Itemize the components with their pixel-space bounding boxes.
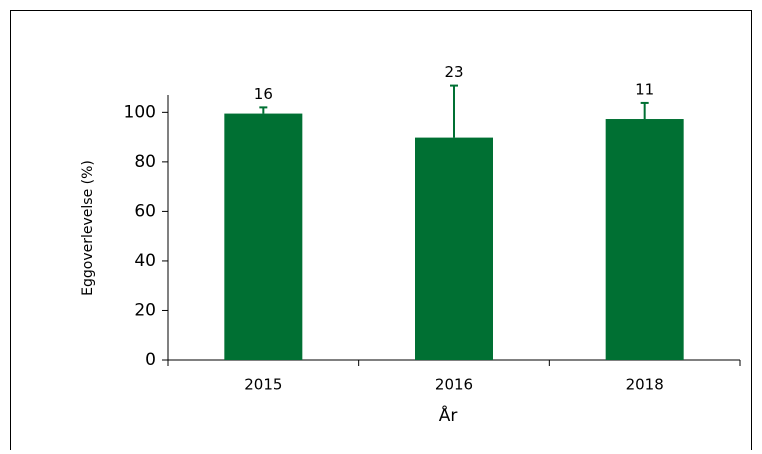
x-tick-label: 2016 [435,376,473,394]
y-tick-label: 100 [124,102,156,122]
bar [224,113,303,360]
x-tick-label: 2015 [244,376,282,394]
y-tick-label: 40 [134,251,156,271]
chart-frame [10,10,752,454]
bar [605,119,684,360]
y-tick-label: 0 [145,350,156,370]
x-axis-label: År [439,404,458,426]
sample-size-label: 16 [254,85,273,103]
bar [415,137,493,360]
sample-size-label: 23 [444,63,463,81]
sample-size-label: 11 [635,80,654,98]
y-axis-label: Eggoverlevelse (%) [80,160,96,296]
y-tick-label: 20 [134,300,156,320]
y-tick-label: 60 [134,201,156,221]
x-tick-label: 2018 [626,376,664,394]
y-tick-label: 80 [134,152,156,172]
